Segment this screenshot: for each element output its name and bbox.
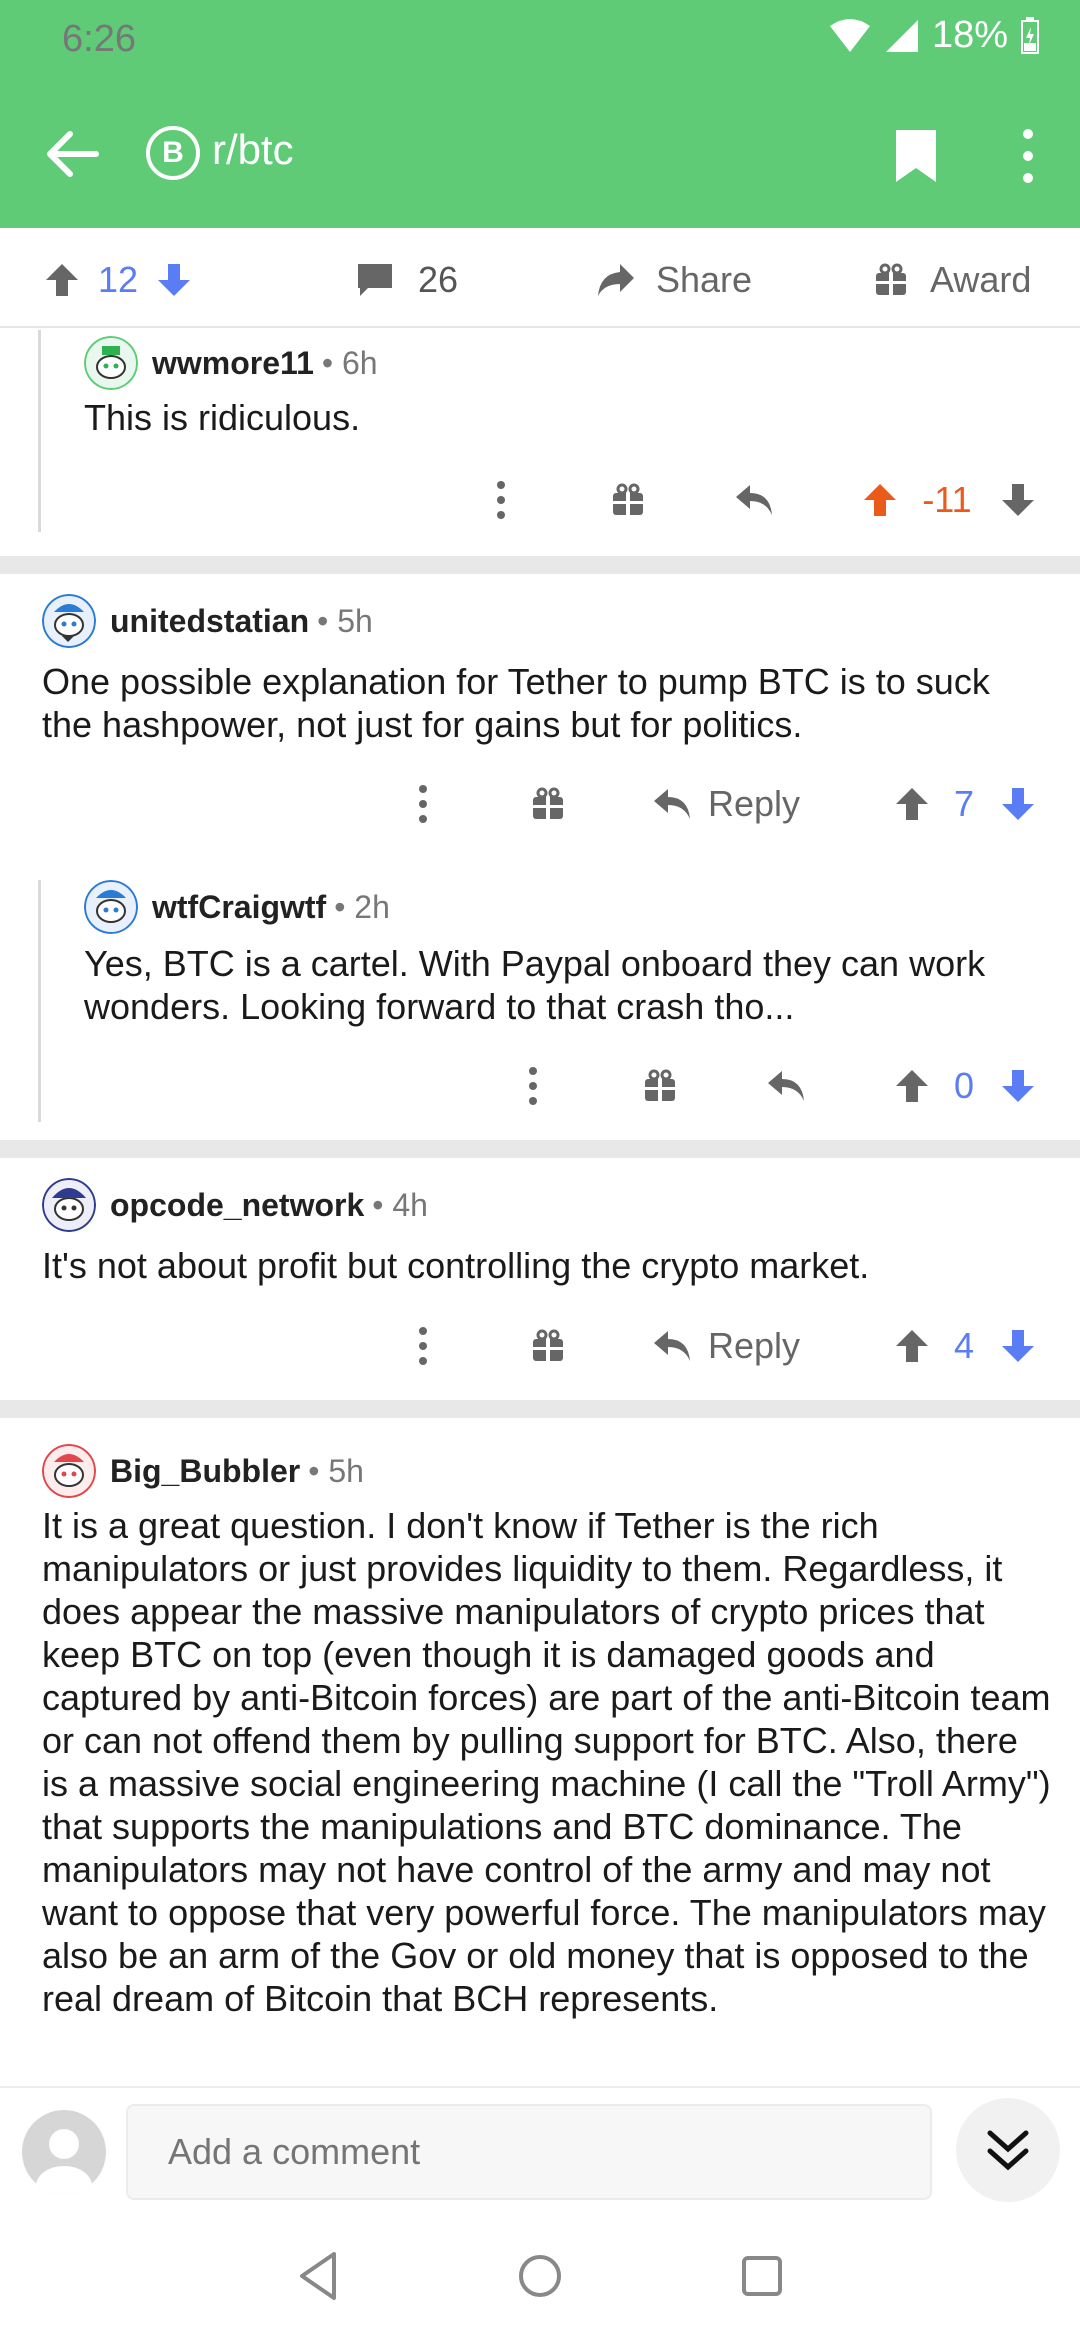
comment-controls: -11 xyxy=(0,470,1080,530)
downvote-icon[interactable] xyxy=(998,1056,1038,1116)
downvote-icon[interactable] xyxy=(998,1316,1038,1376)
comment-composer xyxy=(0,2086,1080,2216)
subreddit-icon[interactable]: B xyxy=(146,126,200,180)
reply-arrow-icon[interactable] xyxy=(732,470,776,530)
comment-author[interactable]: opcode_network xyxy=(110,1186,365,1223)
upvote-icon[interactable] xyxy=(860,470,900,530)
comment-score: 0 xyxy=(953,1065,975,1106)
back-arrow-icon[interactable] xyxy=(40,122,104,186)
header: B r/btc xyxy=(0,100,1080,210)
thread-line xyxy=(38,880,41,1122)
avatar[interactable] xyxy=(84,880,138,934)
bookmark-icon[interactable] xyxy=(892,128,940,184)
comment-author[interactable]: wwmore11 xyxy=(152,344,314,381)
downvote-icon[interactable] xyxy=(998,774,1038,834)
nav-recents-icon[interactable] xyxy=(732,2246,792,2306)
nav-back-icon[interactable] xyxy=(290,2246,350,2306)
system-nav-bar xyxy=(0,2216,1080,2340)
share-button[interactable]: Share xyxy=(596,256,752,304)
nav-home-icon[interactable] xyxy=(510,2246,570,2306)
comment-score: 4 xyxy=(953,1325,975,1366)
comment-author[interactable]: unitedstatian xyxy=(110,602,310,639)
comment-body: It's not about profit but controlling th… xyxy=(42,1245,870,1286)
upvote-icon[interactable] xyxy=(892,1056,932,1116)
post-vote-group: 12 xyxy=(44,256,192,304)
comment-body: This is ridiculous. xyxy=(84,397,361,438)
user-avatar[interactable] xyxy=(22,2110,106,2194)
thread-line xyxy=(38,330,41,532)
status-bar: 6:26 18% xyxy=(0,0,1080,80)
reply-button[interactable]: Reply xyxy=(652,774,832,834)
comment-body: One possible explanation for Tether to p… xyxy=(42,661,990,745)
reply-label: Reply xyxy=(708,1325,801,1366)
comment-score: 7 xyxy=(953,783,975,824)
post-action-bar: 12 26 Share Award xyxy=(0,228,1080,328)
comment-time: • 5h xyxy=(308,1452,364,1489)
upvote-icon[interactable] xyxy=(892,1316,932,1376)
add-comment-input[interactable] xyxy=(126,2104,932,2200)
more-options-icon[interactable] xyxy=(516,1056,550,1116)
gift-icon[interactable] xyxy=(640,1056,680,1116)
reply-arrow-icon xyxy=(654,789,690,819)
gift-icon[interactable] xyxy=(608,470,648,530)
avatar[interactable] xyxy=(42,594,96,648)
comment-score: -11 xyxy=(922,479,972,520)
comment-body: It is a great question. I don't know if … xyxy=(42,1505,1051,2019)
comment-bubble-icon xyxy=(358,264,392,296)
gift-icon[interactable] xyxy=(528,774,568,834)
comment-big-bubbler: Big_Bubbler • 5h It is a great question.… xyxy=(0,1418,1080,2086)
comment-time: • 6h xyxy=(321,344,378,381)
comment-separator xyxy=(0,1400,1080,1418)
comment-body: Yes, BTC is a cartel. With Paypal onboar… xyxy=(84,943,986,1027)
app-bar: 6:26 18% B r/btc xyxy=(0,0,1080,228)
more-options-icon[interactable] xyxy=(406,774,440,834)
battery-charging-icon xyxy=(1021,16,1039,54)
comment-opcode-network: opcode_network • 4h It's not about profi… xyxy=(0,1158,1080,1398)
comment-wwmore11: wwmore11 • 6h This is ridiculous. -11 xyxy=(0,330,1080,556)
jump-to-next-comment-button[interactable] xyxy=(956,2098,1060,2202)
comment-controls: Reply 4 xyxy=(0,1316,1080,1376)
comment-count: 26 xyxy=(418,259,459,300)
award-label: Award xyxy=(930,259,1032,300)
comments-button[interactable]: 26 xyxy=(356,256,458,304)
comment-controls: 0 xyxy=(0,1056,1080,1116)
comment-unitedstatian: unitedstatian • 5h One possible explanat… xyxy=(0,574,1080,1134)
gift-icon[interactable] xyxy=(528,1316,568,1376)
upvote-icon[interactable] xyxy=(892,774,932,834)
reply-button[interactable]: Reply xyxy=(652,1316,832,1376)
reply-label: Reply xyxy=(708,783,801,824)
share-arrow-icon xyxy=(598,264,634,296)
comment-controls: Reply 7 xyxy=(0,774,1080,834)
share-label: Share xyxy=(656,259,753,300)
comment-time: • 4h xyxy=(372,1186,428,1223)
avatar[interactable] xyxy=(42,1178,96,1232)
more-options-icon[interactable] xyxy=(1016,124,1040,188)
upvote-icon[interactable] xyxy=(44,262,80,298)
downvote-icon[interactable] xyxy=(156,262,192,298)
avatar[interactable] xyxy=(42,1444,96,1498)
comment-separator xyxy=(0,1140,1080,1158)
battery-percent: 18% xyxy=(931,14,1008,56)
comment-author[interactable]: wtfCraigwtf xyxy=(152,888,327,925)
comment-time: • 2h xyxy=(334,888,390,925)
subreddit-title[interactable]: r/btc xyxy=(212,126,294,173)
reply-arrow-icon[interactable] xyxy=(764,1056,808,1116)
post-score: 12 xyxy=(98,259,139,300)
award-button[interactable]: Award xyxy=(874,256,1031,304)
reply-arrow-icon xyxy=(654,1331,690,1361)
gift-icon xyxy=(876,263,906,295)
downvote-icon[interactable] xyxy=(998,470,1038,530)
avatar[interactable] xyxy=(84,336,138,390)
comment-separator xyxy=(0,556,1080,574)
wifi-icon xyxy=(829,18,870,52)
status-time: 6:26 xyxy=(62,18,136,60)
comment-time: • 5h xyxy=(317,602,373,639)
more-options-icon[interactable] xyxy=(406,1316,440,1376)
comment-author[interactable]: Big_Bubbler xyxy=(110,1452,301,1489)
more-options-icon[interactable] xyxy=(484,470,518,530)
double-chevron-down-icon xyxy=(987,2130,1029,2171)
signal-icon xyxy=(885,19,918,52)
